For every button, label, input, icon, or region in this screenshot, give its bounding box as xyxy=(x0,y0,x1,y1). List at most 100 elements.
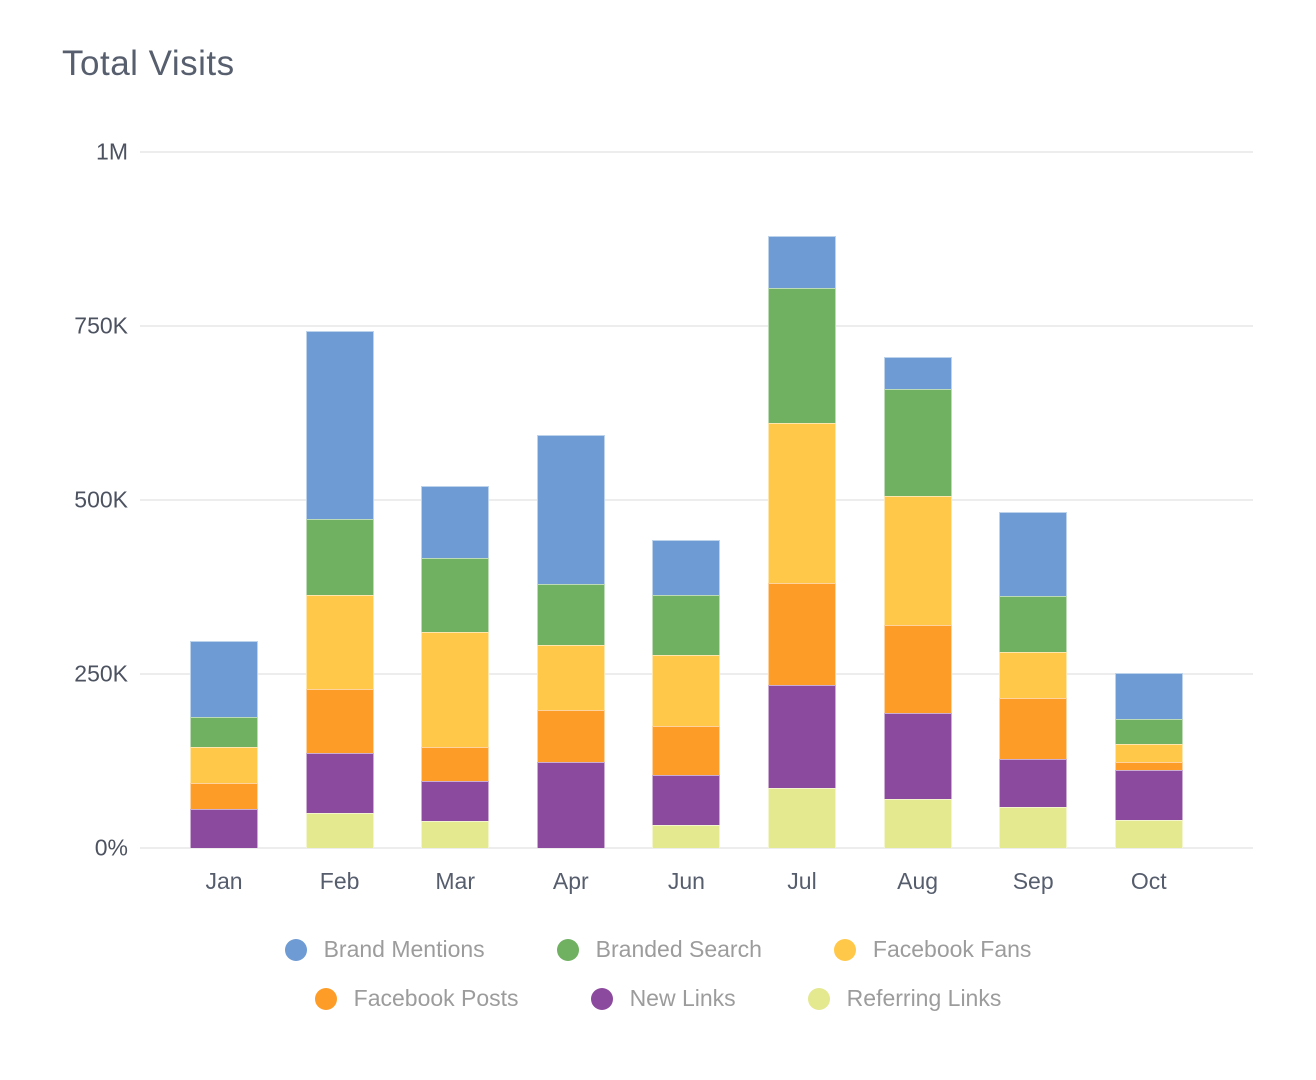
bar-segment xyxy=(305,330,374,519)
legend-dot-icon xyxy=(314,987,337,1010)
y-tick-label: 1M xyxy=(96,138,128,165)
chart-title: Total Visits xyxy=(62,44,235,83)
legend-item-new-links[interactable]: New Links xyxy=(590,985,736,1012)
legend-item-facebook-posts[interactable]: Facebook Posts xyxy=(314,985,519,1012)
x-tick-label-Aug: Aug xyxy=(897,868,939,894)
stacked-bar-Mar xyxy=(421,486,490,848)
bar-segment xyxy=(999,511,1068,597)
bar-segment xyxy=(652,726,721,775)
legend-row: Facebook Posts New Links Referring Links xyxy=(314,985,1002,1012)
bar-segment xyxy=(421,631,490,748)
x-tick-label-Jun: Jun xyxy=(667,868,705,894)
x-tick-label-Jul: Jul xyxy=(787,868,817,894)
bar-segment xyxy=(883,712,952,800)
legend-label: Branded Search xyxy=(595,936,762,962)
y-tick-label: 0% xyxy=(94,834,128,861)
bar-segment xyxy=(999,806,1068,848)
bar-segment xyxy=(999,758,1068,807)
bar-segment xyxy=(1114,770,1183,821)
legend-dot-icon xyxy=(284,938,307,961)
legend-item-facebook-fans[interactable]: Facebook Fans xyxy=(833,936,1032,963)
bar-segment xyxy=(652,595,721,655)
x-tick-label-Sep: Sep xyxy=(1012,868,1054,894)
bar-segment xyxy=(768,582,836,686)
bar-segment xyxy=(1114,743,1183,762)
bar-segment xyxy=(999,596,1068,653)
bar-segment xyxy=(1114,761,1183,771)
bar-segment xyxy=(883,625,952,713)
bar-segment xyxy=(421,820,490,848)
legend-dot-icon xyxy=(590,987,613,1010)
stacked-bar-Oct xyxy=(1114,672,1183,848)
x-tick-label-Mar: Mar xyxy=(435,868,475,894)
bar-segment xyxy=(768,788,836,848)
bar-segment xyxy=(536,761,605,848)
legend-label: Facebook Posts xyxy=(353,985,519,1011)
bar-segment xyxy=(305,595,374,689)
stacked-bar-Jul xyxy=(768,236,836,848)
plot-area xyxy=(140,151,1253,849)
x-tick-label-Jan: Jan xyxy=(205,868,243,894)
bar-segment xyxy=(883,357,952,390)
bar-segment xyxy=(305,812,374,848)
x-axis-labels: Jan Feb Mar Apr Jun Jul Aug Sep Oct xyxy=(140,868,1253,902)
bar-segment xyxy=(652,774,721,826)
bar-segment xyxy=(883,495,952,626)
gridline-1M xyxy=(140,151,1253,153)
bar-segment xyxy=(305,518,374,596)
bar-segment xyxy=(536,434,605,585)
bar-segment xyxy=(768,685,836,789)
bar-segment xyxy=(190,717,258,748)
bar-segment xyxy=(883,389,952,496)
legend-dot-icon xyxy=(807,987,830,1010)
bar-segment xyxy=(536,709,605,762)
y-tick-label: 750K xyxy=(74,312,128,339)
bar-segment xyxy=(536,584,605,646)
stacked-bar-Apr xyxy=(536,434,605,848)
bar-segment xyxy=(652,540,721,596)
gridline-750K xyxy=(140,325,1253,327)
legend-dot-icon xyxy=(833,938,856,961)
y-tick-label: 500K xyxy=(74,486,128,513)
bar-segment xyxy=(421,747,490,781)
bar-segment xyxy=(1114,820,1183,848)
y-tick-label: 250K xyxy=(74,660,128,687)
bar-segment xyxy=(652,825,721,848)
bar-segment xyxy=(999,652,1068,698)
bar-segment xyxy=(421,558,490,632)
legend-label: New Links xyxy=(629,985,736,1011)
x-tick-label-Feb: Feb xyxy=(319,868,360,894)
bar-segment xyxy=(190,747,258,784)
y-axis-labels: 1M 750K 500K 250K 0% xyxy=(0,139,128,861)
stacked-bar-Jan xyxy=(190,641,258,848)
legend-label: Brand Mentions xyxy=(323,936,485,962)
bar-segment xyxy=(768,236,836,288)
bar-segment xyxy=(768,287,836,423)
bar-segment xyxy=(190,641,258,718)
legend-row: Brand Mentions Branded Search Facebook Fan… xyxy=(284,936,1032,963)
chart-legend: Brand Mentions Branded Search Facebook Fan… xyxy=(0,936,1316,1012)
gridline-0% xyxy=(140,847,1253,849)
legend-item-referring-links[interactable]: Referring Links xyxy=(807,985,1002,1012)
bar-segment xyxy=(652,654,721,727)
stacked-bar-Aug xyxy=(883,357,952,848)
stacked-bar-Feb xyxy=(305,330,374,848)
bar-segment xyxy=(1114,672,1183,720)
gridline-500K xyxy=(140,499,1253,501)
bar-segment xyxy=(536,645,605,710)
bar-segment xyxy=(305,688,374,754)
x-tick-label-Apr: Apr xyxy=(552,868,589,894)
bar-segment xyxy=(190,809,258,848)
bar-segment xyxy=(305,753,374,813)
bar-segment xyxy=(421,780,490,821)
stacked-bar-Jun xyxy=(652,540,721,848)
legend-item-branded-search[interactable]: Branded Search xyxy=(556,936,762,963)
bar-segment xyxy=(883,799,952,848)
bar-segment xyxy=(999,697,1068,759)
legend-item-brand-mentions[interactable]: Brand Mentions xyxy=(284,936,485,963)
legend-label: Referring Links xyxy=(846,985,1002,1011)
bar-segment xyxy=(1114,719,1183,744)
x-tick-label-Oct: Oct xyxy=(1130,868,1167,894)
bar-segment xyxy=(190,783,258,810)
legend-label: Facebook Fans xyxy=(872,936,1032,962)
